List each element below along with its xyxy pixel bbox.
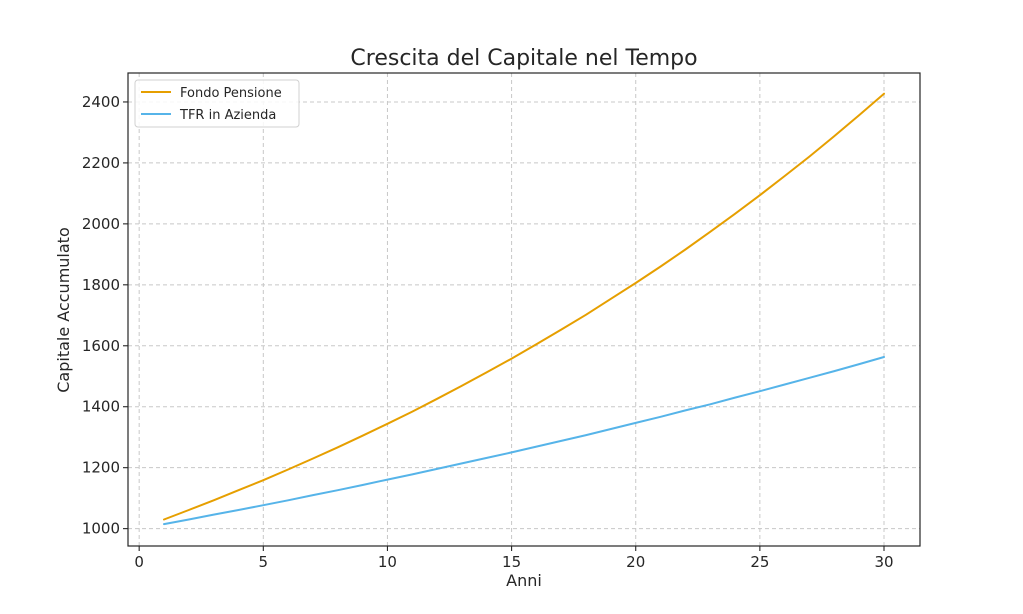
x-tick-label: 30 [874,553,893,571]
series-line-fondo-pensione [163,92,885,521]
x-tick-label: 10 [378,553,397,571]
y-tick-label: 2400 [82,93,120,111]
y-tick-label: 2000 [82,215,120,233]
x-axis-ticks: 0 5 10 15 20 25 30 [134,546,894,571]
legend-box [134,79,300,128]
x-axis-label: Anni [506,571,542,590]
y-tick-label: 1800 [82,276,120,294]
y-tick-label: 2200 [82,154,120,172]
legend: Fondo Pensione TFR in Azienda [134,79,300,128]
x-tick-label: 5 [259,553,269,571]
y-axis-ticks: 1000 1200 1400 1600 1800 2000 2200 2400 [82,93,128,538]
y-tick-label: 1600 [82,337,120,355]
legend-label: Fondo Pensione [180,86,282,101]
y-tick-label: 1200 [82,459,120,477]
x-tick-label: 25 [750,553,769,571]
grid [128,73,920,546]
y-tick-label: 1400 [82,398,120,416]
legend-label: TFR in Azienda [179,108,276,123]
chart-title: Crescita del Capitale nel Tempo [350,46,697,71]
y-tick-label: 1000 [82,520,120,538]
x-tick-label: 0 [134,553,144,571]
x-tick-label: 20 [626,553,645,571]
series-lines [163,92,885,526]
series-line-tfr-in-azienda [163,356,885,526]
plot-frame [127,72,921,547]
y-axis-label: Capitale Accumulato [54,227,73,392]
x-tick-label: 15 [502,553,521,571]
